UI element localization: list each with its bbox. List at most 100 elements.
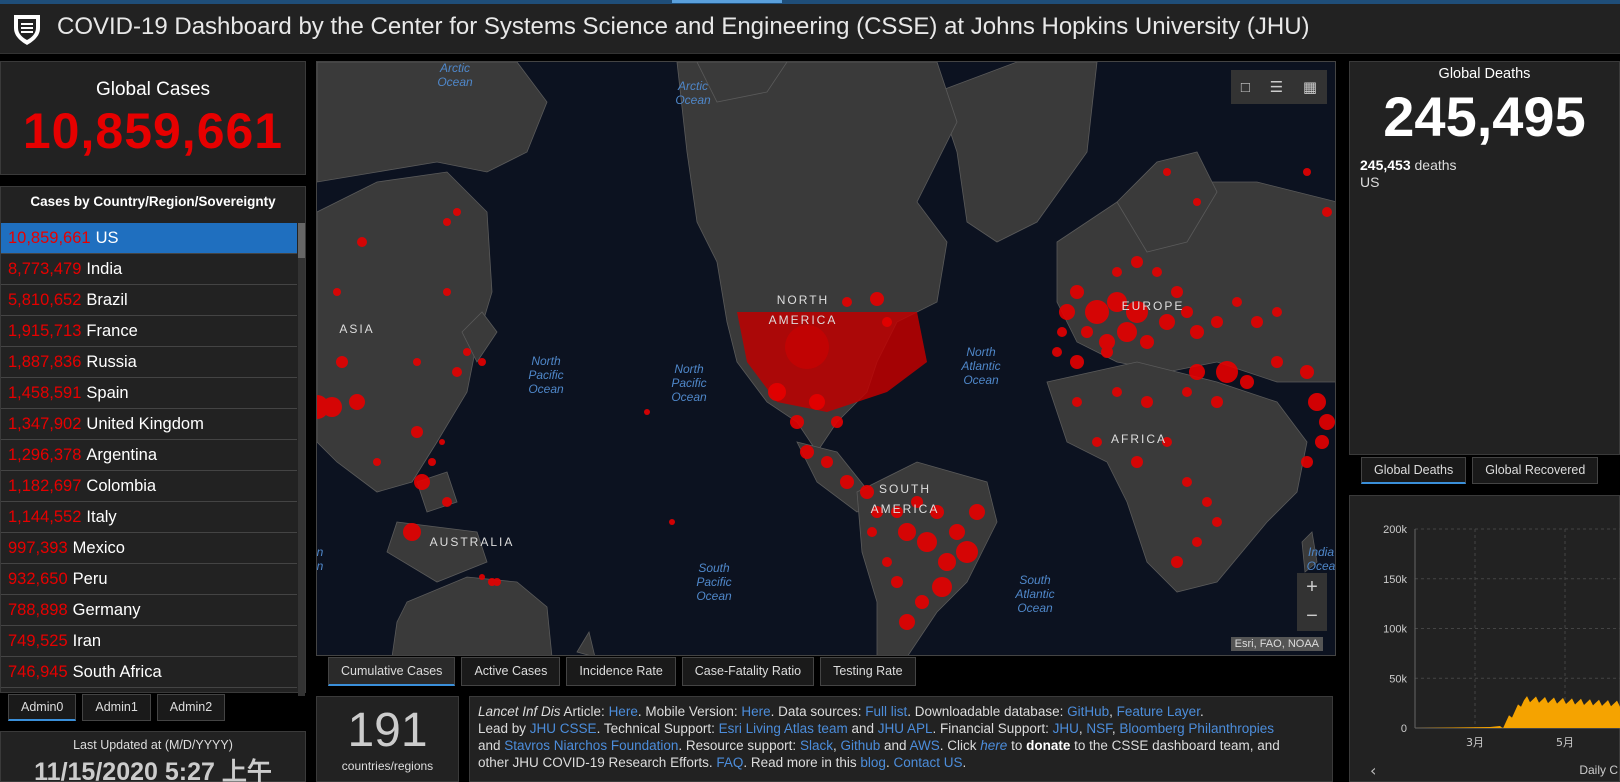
- list-item[interactable]: 1,347,902 United Kingdom: [1, 409, 297, 440]
- list-item[interactable]: 932,650 Peru: [1, 564, 297, 595]
- link-donate-here[interactable]: here: [980, 738, 1008, 753]
- link-jhu-apl[interactable]: JHU APL: [877, 721, 933, 736]
- legend-list-icon[interactable]: ☰: [1269, 79, 1284, 96]
- info-text: ,: [1109, 704, 1117, 719]
- last-updated-value: 11/15/2020 5:27 上午: [34, 758, 272, 782]
- map-tabs: Cumulative Cases Active Cases Incidence …: [328, 657, 916, 686]
- link-feature-layer[interactable]: Feature Layer: [1116, 704, 1200, 719]
- tab-admin2[interactable]: Admin2: [156, 694, 226, 721]
- list-scrollbar[interactable]: [298, 223, 305, 696]
- label-spo1: South: [698, 561, 730, 575]
- tab-admin1[interactable]: Admin1: [82, 694, 151, 721]
- page-title: COVID-19 Dashboard by the Center for Sys…: [57, 13, 1310, 40]
- link-mobile-version[interactable]: Here: [741, 704, 771, 719]
- link-bloomberg[interactable]: Bloomberg Philanthropies: [1119, 721, 1274, 736]
- list-item[interactable]: 5,810,652 Brazil: [1, 285, 297, 316]
- label-sao3: Ocean: [1017, 601, 1053, 615]
- global-cases-value: 10,859,661: [22, 103, 284, 159]
- y-tick-label: 150k: [1383, 574, 1407, 586]
- link-blog[interactable]: blog: [860, 755, 886, 770]
- header-bar: COVID-19 Dashboard by the Center for Sys…: [0, 0, 1620, 54]
- case-count: 1,144,552: [8, 507, 82, 526]
- link-jhu[interactable]: JHU: [1052, 721, 1079, 736]
- link-nsf[interactable]: NSF: [1086, 721, 1112, 736]
- country-name: Colombia: [86, 476, 157, 495]
- link-jhu-csse[interactable]: JHU CSSE: [529, 721, 597, 736]
- list-item[interactable]: 1,182,697 Colombia: [1, 471, 297, 502]
- label-south: SOUTH: [879, 482, 931, 496]
- label-asia: ASIA: [339, 322, 374, 336]
- zoom-out-button[interactable]: −: [1306, 605, 1318, 627]
- link-github-resource[interactable]: Github: [840, 738, 881, 753]
- global-cases-panel: Global Cases 10,859,661: [0, 61, 306, 175]
- list-item[interactable]: 788,898 Germany: [1, 595, 297, 626]
- tab-incidence-rate[interactable]: Incidence Rate: [566, 657, 676, 686]
- tab-case-fatality-ratio[interactable]: Case-Fatality Ratio: [681, 657, 815, 686]
- list-item[interactable]: 10,859,661 US: [1, 223, 297, 254]
- info-text: .: [1199, 704, 1204, 719]
- daily-cases-chart: 200k 150k 100k 50k 0 3月 5月 Daily C ‹: [1370, 524, 1620, 780]
- list-item[interactable]: 997,393 Mexico: [1, 533, 297, 564]
- label-npo2b: Pacific: [671, 376, 706, 390]
- label-spo3: Ocean: [696, 589, 732, 603]
- info-text: Lead by: [478, 721, 530, 736]
- link-full-list[interactable]: Full list: [865, 704, 908, 719]
- country-list: 10,859,661 US 8,773,479 India 5,810,652 Bra…: [1, 223, 297, 688]
- basemap-gallery-icon[interactable]: ▦: [1302, 79, 1318, 96]
- label-spo2: Pacific: [696, 575, 731, 589]
- global-deaths-panel: Global Deaths 245,495 245,453 deaths US: [1349, 61, 1620, 455]
- case-count: 746,945: [8, 662, 68, 681]
- list-item[interactable]: 746,945 South Africa: [1, 657, 297, 688]
- link-stavros-niarchos[interactable]: Stavros Niarchos Foundation: [504, 738, 679, 753]
- list-item[interactable]: 1,887,836 Russia: [1, 347, 297, 378]
- list-item[interactable]: 8,773,479 India: [1, 254, 297, 285]
- info-text: to the CSSE dashboard team, and: [1070, 738, 1280, 753]
- bookmark-icon[interactable]: □: [1240, 78, 1250, 96]
- label-sao2: Atlantic: [1014, 587, 1054, 601]
- case-count: 5,810,652: [8, 290, 82, 309]
- link-esri-living-atlas[interactable]: Esri Living Atlas team: [718, 721, 848, 736]
- info-text: and: [880, 738, 910, 753]
- chevron-left-icon[interactable]: ‹: [1370, 761, 1376, 780]
- tab-global-recovered[interactable]: Global Recovered: [1472, 457, 1599, 484]
- info-panel: Lancet Inf Dis Article: Here. Mobile Ver…: [469, 696, 1333, 782]
- list-item[interactable]: 1,296,378 Argentina: [1, 440, 297, 471]
- case-count: 1,296,378: [8, 445, 82, 464]
- x-tick-label: 5月: [1556, 736, 1574, 749]
- tab-active-cases[interactable]: Active Cases: [461, 657, 561, 686]
- case-count: 1,887,836: [8, 352, 82, 371]
- link-slack[interactable]: Slack: [799, 738, 833, 753]
- info-text: and: [478, 738, 505, 753]
- country-name: South Africa: [72, 662, 162, 681]
- tab-cumulative-cases[interactable]: Cumulative Cases: [328, 657, 456, 686]
- country-name: India: [86, 259, 123, 278]
- link-contact-us[interactable]: Contact US: [893, 755, 963, 770]
- y-tick-label: 50k: [1389, 673, 1407, 685]
- label-nao3: Ocean: [963, 373, 999, 387]
- deaths-list-item[interactable]: 245,453 deaths US: [1360, 157, 1457, 191]
- label-europe: EUROPE: [1122, 299, 1185, 313]
- label-npo1b: Pacific: [528, 368, 563, 382]
- country-name: Mexico: [72, 538, 125, 557]
- admin-tabs: Admin0 Admin1 Admin2: [8, 694, 226, 721]
- link-github[interactable]: GitHub: [1067, 704, 1110, 719]
- tab-global-deaths[interactable]: Global Deaths: [1361, 457, 1467, 484]
- list-item[interactable]: 1,458,591 Spain: [1, 378, 297, 409]
- tab-testing-rate[interactable]: Testing Rate: [820, 657, 916, 686]
- map-canvas[interactable]: Arctic Ocean Arctic Ocean North Pacific …: [317, 62, 1336, 656]
- zoom-in-button[interactable]: +: [1306, 576, 1318, 598]
- link-aws[interactable]: AWS: [909, 738, 940, 753]
- list-item[interactable]: 1,915,713 France: [1, 316, 297, 347]
- list-item[interactable]: 749,525 Iran: [1, 626, 297, 657]
- info-text: . Technical Support:: [596, 721, 719, 736]
- link-faq[interactable]: FAQ: [716, 755, 744, 770]
- link-lancet-article[interactable]: Here: [608, 704, 638, 719]
- list-item[interactable]: 1,144,552 Italy: [1, 502, 297, 533]
- y-tick-label: 100k: [1383, 624, 1407, 636]
- country-list-panel: Cases by Country/Region/Sovereignty 10,8…: [0, 186, 306, 696]
- case-count: 749,525: [8, 631, 68, 650]
- info-text: ,: [1078, 721, 1087, 736]
- case-count: 932,650: [8, 569, 68, 588]
- world-map[interactable]: Arctic Ocean Arctic Ocean North Pacific …: [316, 61, 1336, 656]
- tab-admin0[interactable]: Admin0: [8, 694, 77, 721]
